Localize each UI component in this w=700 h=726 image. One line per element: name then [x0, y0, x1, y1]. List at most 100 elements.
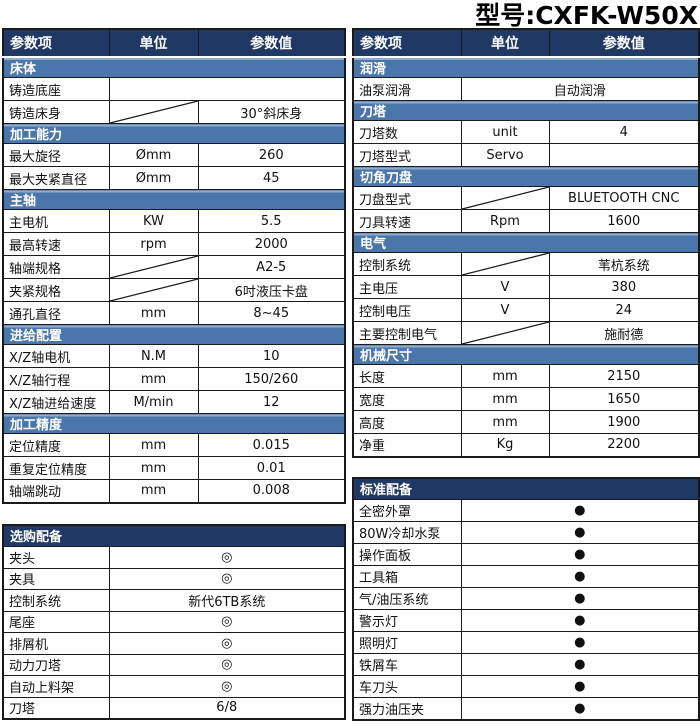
value-cell: 4	[548, 120, 700, 144]
param-name-cell: 重复定位精度	[2, 456, 110, 480]
equipment-name-cell: 排屑机	[2, 632, 110, 655]
value-cell: 24	[548, 298, 700, 322]
value-cell: 10	[197, 344, 346, 368]
unit-cell: mm	[108, 367, 199, 391]
unit-cell: N.M	[108, 344, 199, 368]
value-cell: 0.01	[197, 456, 346, 480]
table-row: X/Z轴电机 N.M 10	[2, 344, 346, 368]
table-row: 轴端规格 A2-5	[2, 255, 346, 279]
param-name-cell: X/Z轴进给速度	[2, 390, 110, 414]
unit-cell: Ømm	[108, 143, 199, 167]
table-row: 刀塔 6/8	[2, 696, 346, 719]
merged-value-cell	[108, 77, 346, 101]
equipment-name-cell: 强力油压夹	[352, 697, 462, 720]
param-name-cell: 最大夹紧直径	[2, 166, 110, 190]
equipment-name-cell: 尾座	[2, 610, 110, 633]
equipment-value-cell: ●	[460, 697, 700, 720]
value-cell: 0.008	[197, 479, 346, 503]
value-cell: 1650	[548, 387, 700, 411]
param-name-cell: 通孔直径	[2, 301, 110, 325]
unit-cell: mm	[108, 479, 199, 503]
table-row: 夹紧规格 6吋液压卡盘	[2, 278, 346, 302]
unit-cell: V	[460, 275, 550, 299]
unit-cell	[460, 252, 550, 276]
unit-cell: Kg	[460, 433, 550, 457]
value-cell: 苇杭系统	[548, 252, 700, 276]
unit-cell	[108, 278, 199, 302]
unit-cell	[460, 321, 550, 345]
section-title: 切角刀盘	[352, 166, 700, 187]
equipment-value-cell: 6/8	[108, 696, 346, 719]
unit-cell: mm	[460, 364, 550, 388]
value-cell: 12	[197, 390, 346, 414]
param-name-cell: 定位精度	[2, 433, 110, 457]
equipment-name-cell: 操作面板	[352, 543, 462, 566]
column-header: 参数项	[2, 28, 110, 58]
equipment-name-cell: 工具箱	[352, 565, 462, 588]
equipment-value-cell: ●	[460, 587, 700, 610]
unit-cell: Ømm	[108, 166, 199, 190]
equipment-name-cell: 80W冷却水泵	[352, 521, 462, 544]
table-row: 控制电压 V 24	[352, 298, 700, 322]
param-name-cell: 铸造底座	[2, 77, 110, 101]
param-name-cell: 主电机	[2, 209, 110, 233]
section-row: 润滑	[352, 56, 700, 78]
header-row: 参数项 单位 参数值	[2, 28, 346, 58]
param-name-cell: 最高转速	[2, 232, 110, 256]
value-cell: 2200	[548, 433, 700, 457]
table-row: 油泵润滑 自动润滑	[352, 77, 700, 101]
equipment-section-title: 选购配备	[2, 524, 346, 547]
section-title: 加工能力	[2, 123, 346, 144]
table-row: 80W冷却水泵 ●	[352, 521, 700, 544]
value-cell: BLUETOOTH CNC	[548, 186, 700, 210]
table-row: X/Z轴行程 mm 150/260	[2, 367, 346, 391]
table-row: 最大旋径 Ømm 260	[2, 143, 346, 167]
column-header: 单位	[108, 28, 199, 58]
unit-cell: KW	[108, 209, 199, 233]
equipment-name-cell: 气/油压系统	[352, 587, 462, 610]
value-cell: 1900	[548, 410, 700, 434]
merged-value-cell: 自动润滑	[460, 77, 700, 101]
diagonal-slash-icon	[110, 279, 198, 301]
equipment-value-cell: ◎	[108, 567, 346, 590]
column-header: 参数项	[352, 28, 462, 58]
section-title: 床体	[2, 56, 346, 78]
left-column: 参数项 单位 参数值 床体 铸造底座 铸造床身 30°斜床身 加工能力 最大旋径 Ømm 260 最大…	[2, 28, 347, 720]
table-row: 自动上料架 ◎	[2, 675, 346, 698]
value-cell: 8~45	[197, 301, 346, 325]
equipment-name-cell: 夹具	[2, 567, 110, 590]
section-row: 电气	[352, 232, 700, 253]
unit-cell: unit	[460, 120, 550, 144]
table-row: 宽度 mm 1650	[352, 387, 700, 411]
value-cell: 380	[548, 275, 700, 299]
param-name-cell: 最大旋径	[2, 143, 110, 167]
value-cell: 260	[197, 143, 346, 167]
diagonal-slash-icon	[462, 253, 549, 275]
table-row: 刀塔数 unit 4	[352, 120, 700, 144]
equipment-name-cell: 照明灯	[352, 631, 462, 654]
section-title: 进给配置	[2, 324, 346, 345]
table-row: 控制系统 新代6TB系统	[2, 589, 346, 612]
equipment-value-cell: ◎	[108, 632, 346, 655]
table-row: 尾座 ◎	[2, 610, 346, 633]
table-row: 控制系统 苇杭系统	[352, 252, 700, 276]
section-title: 主轴	[2, 189, 346, 210]
section-title: 加工精度	[2, 413, 346, 434]
unit-cell: mm	[108, 456, 199, 480]
table-row: 铁屑车 ●	[352, 653, 700, 676]
param-name-cell: 控制电压	[352, 298, 462, 322]
equipment-name-cell: 自动上料架	[2, 675, 110, 698]
table-row: 操作面板 ●	[352, 543, 700, 566]
table-row: 高度 mm 1900	[352, 410, 700, 434]
value-cell: 30°斜床身	[197, 100, 346, 124]
equipment-name-cell: 控制系统	[2, 589, 110, 612]
section-row: 主轴	[2, 189, 346, 210]
unit-cell	[460, 186, 550, 210]
equipment-name-cell: 全密外罩	[352, 499, 462, 522]
equipment-value-cell: 新代6TB系统	[108, 589, 346, 612]
section-row: 切角刀盘	[352, 166, 700, 187]
equipment-name-cell: 警示灯	[352, 609, 462, 632]
param-name-cell: 油泵润滑	[352, 77, 462, 101]
table-row: 主电机 KW 5.5	[2, 209, 346, 233]
